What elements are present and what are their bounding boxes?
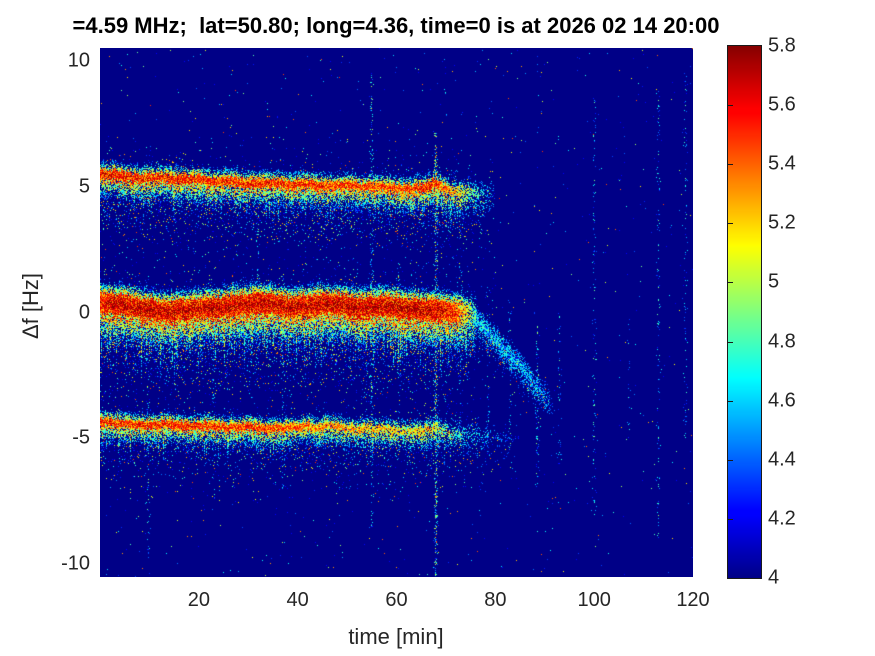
x-tick-label: 20 xyxy=(187,589,210,611)
colorbar-tick-label: 5.8 xyxy=(768,34,796,57)
colorbar-tick-mark xyxy=(728,341,733,343)
x-tick-label: 40 xyxy=(286,589,309,611)
y-tick-label: 10 xyxy=(67,49,90,72)
y-tick-label: -5 xyxy=(72,426,90,449)
colorbar-gradient xyxy=(728,46,761,578)
colorbar-tick-label: 4 xyxy=(768,566,780,589)
x-tick-label: 60 xyxy=(385,589,408,611)
x-tick-label: 100 xyxy=(577,589,611,611)
plot-title: =4.59 MHz; lat=50.80; long=4.36, time=0 … xyxy=(72,13,720,38)
x-axis-label: time [min] xyxy=(348,624,444,649)
colorbar-tick-label: 4.6 xyxy=(768,389,796,412)
x-tick-label: 80 xyxy=(484,589,507,611)
colorbar-tick-mark xyxy=(728,164,733,166)
colorbar xyxy=(727,45,762,579)
colorbar-tick-mark xyxy=(728,459,733,461)
colorbar-tick-label: 4.4 xyxy=(768,448,796,471)
colorbar-tick-mark xyxy=(728,282,733,284)
colorbar-tick-label: 5.6 xyxy=(768,93,796,116)
colorbar-tick-label: 4.2 xyxy=(768,507,796,530)
y-tick-label: -10 xyxy=(61,552,90,575)
colorbar-tick-label: 4.8 xyxy=(768,330,796,353)
y-tick-label: 5 xyxy=(78,175,90,198)
colorbar-tick-mark xyxy=(728,518,733,520)
colorbar-tick-label: 5 xyxy=(768,270,780,293)
colorbar-tick-mark xyxy=(728,105,733,107)
colorbar-tick-label: 5.4 xyxy=(768,152,796,175)
colorbar-tick-mark xyxy=(728,223,733,225)
y-tick-label: 0 xyxy=(78,301,90,323)
spectrogram-heatmap xyxy=(100,48,693,577)
x-tick-label: 120 xyxy=(676,589,710,611)
colorbar-tick-mark xyxy=(728,400,733,402)
colorbar-tick-label: 5.2 xyxy=(768,211,796,234)
